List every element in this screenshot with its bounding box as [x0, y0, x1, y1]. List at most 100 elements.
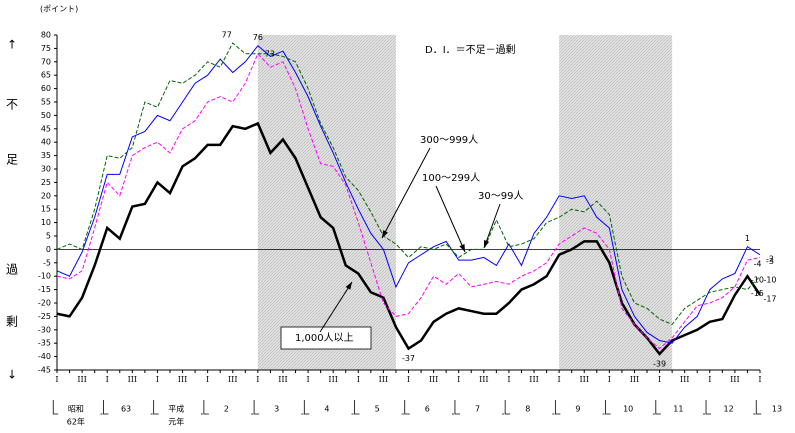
year-label: 9: [575, 405, 580, 414]
annotation: D．I．＝不足－過剰: [425, 44, 516, 56]
side-label: 剰: [6, 315, 18, 329]
point-label: -2: [766, 254, 774, 263]
point-label: -3: [766, 257, 774, 266]
year-label: 6: [425, 405, 430, 414]
x-tick-label: III: [77, 375, 86, 384]
series-line: [56, 45, 761, 344]
x-tick-label: III: [228, 375, 237, 384]
y-tick-label: 40: [41, 138, 51, 147]
x-tick-label: I: [306, 375, 309, 384]
point-label: 73: [265, 49, 275, 58]
x-tick-label: I: [256, 375, 259, 384]
x-tick-label: I: [407, 375, 410, 384]
y-tick-label: 30: [41, 165, 51, 174]
x-tick-label: III: [529, 375, 538, 384]
x-tick-label: I: [55, 375, 58, 384]
x-tick-label: I: [357, 375, 360, 384]
y-tick-label: 20: [41, 191, 51, 200]
y-tick-label: 65: [41, 71, 51, 80]
year-label: 2: [224, 405, 229, 414]
year-label: 10: [623, 405, 633, 414]
year-bracket: [153, 400, 159, 415]
shaded-period: [257, 35, 396, 370]
shade-layer: [257, 35, 673, 370]
x-tick-label: I: [156, 375, 159, 384]
point-label: -15: [751, 289, 764, 298]
side-label: ↓: [7, 368, 17, 382]
y-tick-label: 5: [46, 232, 51, 241]
year-label: 62年: [67, 417, 85, 427]
shaded-period: [559, 35, 673, 370]
year-bracket: [705, 400, 712, 415]
legend-arrowhead: [459, 244, 465, 252]
legend-label: 30～99人: [478, 190, 523, 202]
y-tick-label: 70: [41, 57, 51, 66]
y-tick-label: 80: [41, 31, 51, 40]
year-label: 5: [375, 405, 380, 414]
side-label: ↑: [7, 38, 17, 52]
year-bracket: [755, 400, 762, 415]
legend-label: 1,000人以上: [295, 332, 354, 344]
legend-arrowhead: [345, 282, 352, 290]
side-label: 足: [6, 153, 18, 167]
year-label: 63: [121, 405, 131, 414]
x-tick-label: III: [730, 375, 739, 384]
year-bracket: [203, 400, 209, 415]
year-bracket: [504, 400, 511, 415]
x-tick-label: I: [758, 375, 761, 384]
year-bracket: [52, 400, 59, 415]
y-tick-label: -25: [38, 312, 51, 321]
y-tick-label: 15: [41, 205, 51, 214]
x-tick-label: I: [206, 375, 209, 384]
year-bracket: [354, 400, 360, 415]
x-tick-label: III: [479, 375, 488, 384]
y-tick-label: 10: [41, 218, 51, 227]
y-tick-label: -30: [38, 325, 51, 334]
y-tick-label: 45: [41, 124, 51, 133]
legend-arrow: [319, 281, 353, 333]
year-label: 7: [475, 405, 480, 414]
y-tick-label: -10: [38, 272, 51, 281]
y-tick-label: 55: [41, 98, 51, 107]
x-tick-label: I: [457, 375, 460, 384]
x-tick-label: I: [106, 375, 109, 384]
year-label: 11: [673, 405, 683, 414]
x-tick-label: III: [328, 375, 337, 384]
y-tick-label: 35: [41, 151, 51, 160]
year-label: 3: [274, 405, 279, 414]
year-bracket: [655, 400, 661, 415]
x-tick-label: III: [278, 375, 287, 384]
year-bracket: [103, 400, 109, 415]
point-label: -37: [402, 354, 415, 363]
year-bracket: [454, 400, 460, 415]
point-label: -39: [653, 359, 666, 368]
point-label: -10: [763, 276, 776, 285]
y-tick-label: 0: [46, 245, 51, 254]
x-tick-label: III: [178, 375, 187, 384]
x-tick-label: I: [558, 375, 561, 384]
point-label: 76: [253, 33, 263, 42]
year-label: 元年: [168, 417, 184, 427]
year-bracket: [303, 400, 310, 415]
x-tick-label: I: [608, 375, 611, 384]
year-label: 昭和: [68, 405, 84, 414]
legend-label: 300～999人: [420, 134, 478, 146]
y-tick-label: -45: [38, 366, 51, 375]
legend-arrowhead: [382, 230, 388, 238]
x-tick-label: III: [630, 375, 639, 384]
year-bracket: [253, 400, 260, 415]
year-label: 4: [324, 405, 329, 414]
x-tick-label: III: [128, 375, 137, 384]
legend-box: [280, 326, 372, 350]
y-tick-label: -15: [38, 285, 51, 294]
x-tick-label: III: [580, 375, 589, 384]
point-label: -17: [763, 294, 776, 303]
legend-arrow: [483, 203, 501, 249]
x-tick-label: I: [708, 375, 711, 384]
y-tick-label: 25: [41, 178, 51, 187]
year-bracket: [605, 400, 611, 415]
year-label: 13: [772, 405, 782, 414]
y-tick-label: -20: [38, 299, 51, 308]
legend-arrowhead: [483, 240, 490, 248]
year-bracket: [404, 400, 410, 415]
